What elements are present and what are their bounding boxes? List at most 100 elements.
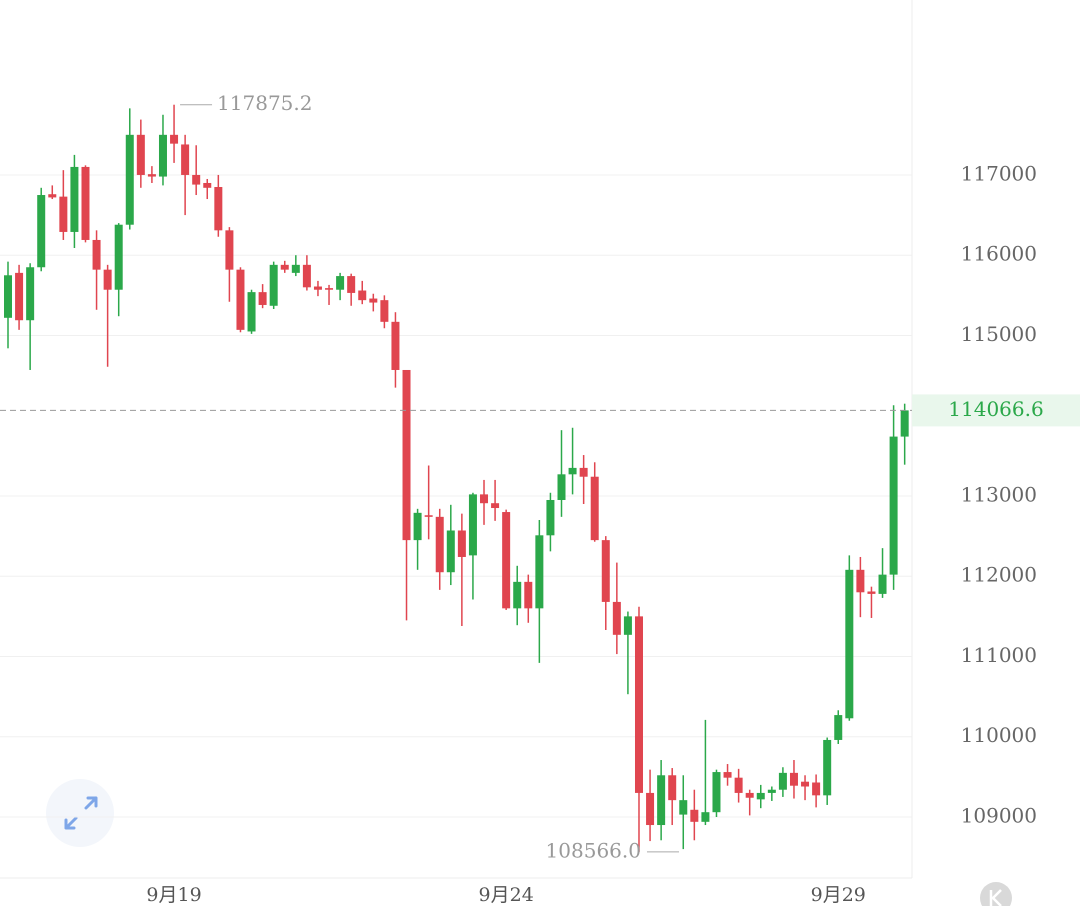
candle-body	[369, 298, 378, 303]
candle-body	[690, 809, 699, 822]
candle-body	[801, 781, 810, 787]
candle-body	[380, 300, 389, 322]
candle-body	[214, 186, 223, 231]
y-tick-label: 116000	[961, 242, 1037, 266]
candle-body	[812, 782, 821, 796]
expand-icon[interactable]	[64, 796, 98, 830]
candle-body	[413, 512, 422, 541]
y-tick-label: 109000	[961, 804, 1037, 828]
candle-body	[546, 499, 555, 536]
candle-body	[657, 775, 666, 826]
k-icon[interactable]	[989, 889, 1002, 906]
candle-body	[136, 134, 145, 175]
candle-body	[468, 494, 477, 556]
candle-body	[457, 530, 466, 557]
candle-body	[634, 616, 643, 793]
y-tick-label: 111000	[961, 643, 1037, 667]
candle-body	[834, 715, 843, 740]
candle-body	[59, 196, 68, 232]
candle-body	[4, 275, 12, 318]
candle-body	[236, 269, 245, 330]
max-label: 117875.2	[217, 91, 312, 115]
candle-body	[823, 739, 832, 796]
candle-body	[668, 775, 677, 801]
candle-body	[92, 239, 101, 270]
candle-body	[867, 591, 876, 594]
candle-body	[767, 789, 776, 793]
candle-body	[181, 144, 190, 175]
candle-body	[601, 540, 610, 602]
candle-body	[502, 512, 511, 609]
candle-body	[778, 772, 787, 790]
candle-body	[480, 494, 489, 504]
candle-body	[37, 195, 46, 268]
candle-body	[313, 286, 322, 290]
candle-body	[291, 264, 300, 273]
candle-body	[15, 272, 24, 321]
candle-body	[646, 792, 655, 826]
candle-body	[878, 574, 887, 594]
candle-body	[734, 777, 743, 793]
candle-body	[302, 264, 311, 288]
candle-body	[612, 601, 621, 635]
candle-body	[391, 321, 400, 370]
min-label: 108566.0	[546, 838, 641, 862]
candle-body	[579, 467, 588, 477]
candle-body	[535, 535, 544, 609]
candle-body	[590, 476, 599, 541]
x-tick-label: 9月24	[479, 884, 534, 906]
candle-body	[446, 530, 455, 573]
candle-body	[435, 516, 444, 573]
candle-body	[756, 792, 765, 800]
candle-body	[789, 772, 798, 786]
candle-body	[103, 269, 112, 290]
candle-body	[679, 800, 688, 815]
candle-body	[81, 166, 90, 240]
candle-body	[225, 230, 234, 270]
candle-body	[745, 792, 754, 798]
candle-body	[170, 134, 179, 144]
candle-body	[701, 812, 710, 822]
candle-body	[347, 276, 356, 293]
candle-body	[258, 292, 267, 305]
y-tick-label: 110000	[961, 723, 1037, 747]
expand-button[interactable]	[46, 779, 114, 847]
candle-body	[623, 616, 632, 635]
y-tick-label: 117000	[961, 161, 1037, 185]
candle-body	[336, 276, 345, 290]
candle-body	[269, 264, 278, 306]
candle-body	[158, 134, 167, 177]
candle-body	[491, 503, 500, 509]
k-button[interactable]	[980, 882, 1012, 906]
candle-body	[524, 581, 533, 609]
last-price-bg	[912, 394, 1080, 427]
candle-body	[147, 174, 156, 177]
candle-body	[723, 772, 732, 778]
candle-body	[424, 515, 433, 517]
candle-body	[900, 410, 909, 437]
candle-body	[26, 267, 35, 321]
candle-body	[247, 292, 256, 332]
candle-body	[845, 569, 854, 719]
x-tick-label: 9月19	[146, 884, 201, 906]
candle-body	[712, 772, 721, 813]
candle-body	[70, 166, 79, 232]
candle-body	[325, 288, 334, 290]
candle-body	[568, 467, 577, 475]
candle-body	[402, 369, 411, 541]
candle-body	[557, 474, 566, 500]
candle-body	[358, 290, 367, 301]
candle-body	[856, 569, 865, 593]
x-tick-label: 9月29	[811, 884, 866, 906]
candle-body	[125, 134, 134, 225]
y-tick-label: 112000	[961, 563, 1037, 587]
candle-body	[513, 581, 522, 609]
candle-body	[114, 224, 123, 290]
y-tick-label: 113000	[961, 482, 1037, 506]
candle-body	[48, 194, 57, 198]
candle-body	[192, 174, 201, 185]
candle-body	[280, 264, 289, 270]
expand-button-bg[interactable]	[46, 779, 114, 847]
